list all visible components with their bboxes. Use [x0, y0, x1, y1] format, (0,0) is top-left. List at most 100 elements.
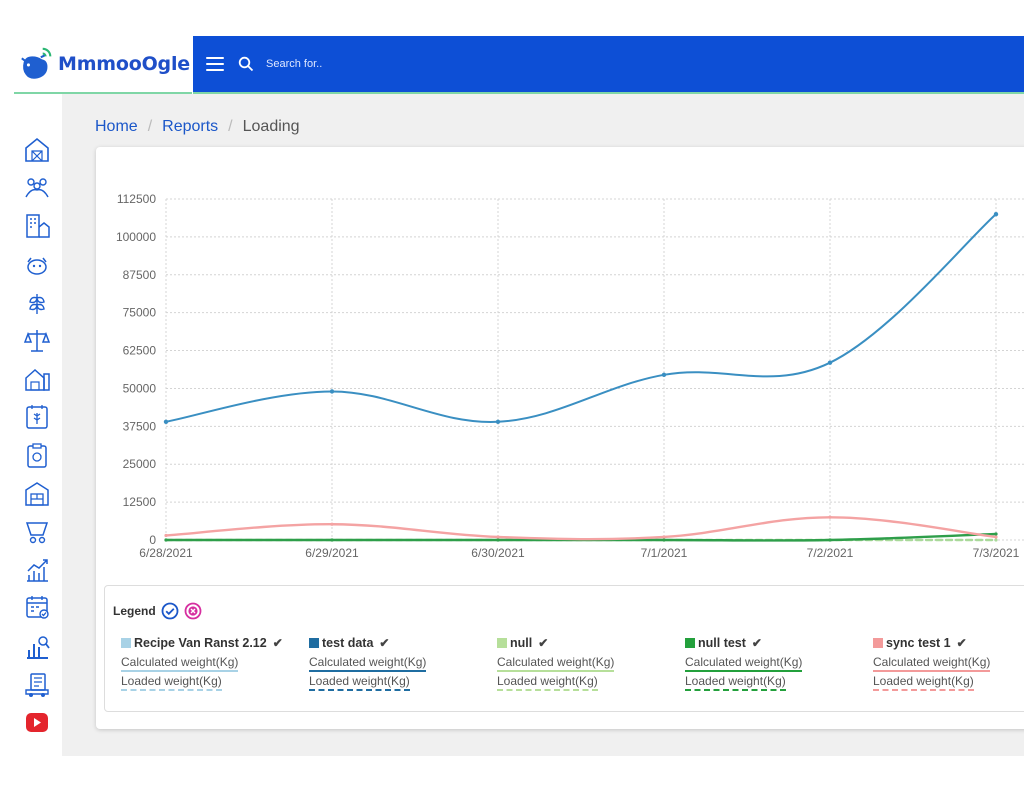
- legend-loaded-weight[interactable]: Loaded weight(Kg): [873, 674, 974, 691]
- legend-loaded-weight[interactable]: Loaded weight(Kg): [497, 674, 598, 691]
- analytics-icon: [27, 635, 50, 659]
- menu-toggle-icon[interactable]: [206, 57, 224, 71]
- sidebar-item-feeder[interactable]: [22, 516, 52, 546]
- y-tick-label: 112500: [117, 192, 156, 206]
- legend-item: sync test 1 ✔ Calculated weight(Kg) Loaded …: [873, 636, 1024, 691]
- sidebar-item-building[interactable]: [22, 210, 52, 240]
- data-point-sync-test-1: [496, 535, 500, 539]
- farm-icon: [25, 369, 50, 391]
- legend-calculated-weight[interactable]: Calculated weight(Kg): [121, 655, 239, 672]
- legend-header: Legend: [113, 602, 202, 620]
- sidebar-item-people[interactable]: [22, 172, 52, 202]
- legend-series-name: null: [510, 636, 533, 650]
- x-tick-label: 7/1/2021: [641, 546, 688, 560]
- y-tick-label: 75000: [123, 306, 157, 320]
- data-point-null: [994, 538, 998, 542]
- legend-series-name: Recipe Van Ranst 2.12: [134, 636, 267, 650]
- sidebar-item-clipboard[interactable]: [22, 440, 52, 470]
- sidebar-item-farm[interactable]: [22, 363, 52, 393]
- sidebar-item-calendar-grain[interactable]: [22, 401, 52, 431]
- legend-series-toggle[interactable]: sync test 1 ✔: [873, 636, 1024, 650]
- sidebar-item-warehouse[interactable]: [22, 478, 52, 508]
- cows-icon: [27, 257, 47, 275]
- legend-series-toggle[interactable]: test data ✔: [309, 636, 489, 650]
- y-tick-label: 0: [149, 533, 156, 547]
- grain-icon: [29, 293, 45, 314]
- clipboard-icon: [27, 442, 47, 468]
- y-tick-label: 50000: [123, 381, 157, 395]
- sidebar-item-grain[interactable]: [22, 287, 52, 317]
- warehouse-icon: [25, 481, 49, 506]
- legend-series-name: null test: [698, 636, 746, 650]
- sidebar-item-barn[interactable]: [22, 134, 52, 164]
- feeder-icon: [25, 522, 49, 544]
- data-point-sync-test-1: [662, 535, 666, 539]
- legend-item: Recipe Van Ranst 2.12 ✔ Calculated weight(…: [121, 636, 301, 691]
- x-tick-label: 6/28/2021: [139, 546, 193, 560]
- legend-series-name: sync test 1: [886, 636, 951, 650]
- app-name: MmmooOgle: [58, 53, 190, 75]
- legend-calculated-weight[interactable]: Calculated weight(Kg): [873, 655, 991, 672]
- legend-calculated-weight[interactable]: Calculated weight(Kg): [497, 655, 615, 672]
- chart-card: 0 12500 25000 37500 50000 62500 75000 87500 1000…: [96, 147, 1024, 729]
- sidebar-item-analytics[interactable]: [22, 631, 52, 661]
- breadcrumb-separator: /: [228, 118, 233, 135]
- data-point-null-test: [164, 538, 168, 542]
- check-icon: ✔: [956, 636, 967, 650]
- breadcrumb-separator: /: [147, 118, 153, 135]
- series-line-sync-test-1: [164, 516, 998, 541]
- legend-item: null ✔ Calculated weight(Kg) Loaded weight(…: [497, 636, 677, 691]
- x-tick-label: 7/2/2021: [807, 546, 854, 560]
- legend-calculated-weight[interactable]: Calculated weight(Kg): [309, 655, 427, 672]
- youtube-icon: [26, 713, 48, 732]
- y-tick-label: 87500: [123, 268, 157, 282]
- legend-calculated-weight[interactable]: Calculated weight(Kg): [685, 655, 803, 672]
- sidebar-item-truck[interactable]: [22, 669, 52, 699]
- truck-icon: [25, 673, 49, 697]
- growth-chart-icon: [27, 559, 48, 582]
- legend-swatch: [121, 638, 131, 648]
- y-tick-label: 25000: [123, 457, 157, 471]
- data-point-sync-test-1: [330, 522, 334, 526]
- app-logo[interactable]: MmmooOgle: [14, 36, 192, 94]
- sidebar-item-youtube[interactable]: [22, 707, 52, 737]
- breadcrumb-current: Loading: [242, 118, 300, 135]
- check-icon: ✔: [272, 636, 283, 650]
- legend-swatch: [309, 638, 319, 648]
- sidebar-item-scale[interactable]: [22, 325, 52, 355]
- check-icon: ✔: [751, 636, 762, 650]
- y-tick-label: 62500: [123, 344, 157, 358]
- sidebar-item-schedule[interactable]: [22, 592, 52, 622]
- legend-loaded-weight[interactable]: Loaded weight(Kg): [309, 674, 410, 691]
- data-point-test-data: [993, 211, 999, 217]
- check-icon: ✔: [538, 636, 549, 650]
- building-icon: [26, 214, 50, 239]
- legend-loaded-weight[interactable]: Loaded weight(Kg): [121, 674, 222, 691]
- sidebar-item-cows[interactable]: [22, 249, 52, 279]
- legend-series-toggle[interactable]: null ✔: [497, 636, 677, 650]
- search-input[interactable]: [264, 57, 568, 71]
- data-point-null-test: [330, 538, 334, 542]
- line-chart[interactable]: 0 12500 25000 37500 50000 62500 75000 87500 1000…: [96, 147, 1024, 587]
- deselect-all-icon[interactable]: [184, 602, 202, 620]
- data-point-test-data: [163, 419, 169, 424]
- legend-loaded-weight[interactable]: Loaded weight(Kg): [685, 674, 786, 691]
- breadcrumb-reports[interactable]: Reports: [162, 118, 219, 135]
- search-icon[interactable]: [238, 56, 254, 72]
- legend-series-toggle[interactable]: null test ✔: [685, 636, 865, 650]
- legend-item: null test ✔ Calculated weight(Kg) Loaded we…: [685, 636, 865, 691]
- main-content: Home / Reports / Loading 0 12500 25000 3750…: [62, 94, 1024, 756]
- schedule-icon: [26, 596, 49, 620]
- barn-icon: [25, 137, 49, 162]
- data-point-sync-test-1: [828, 515, 832, 519]
- sidebar-item-growth-chart[interactable]: [22, 554, 52, 584]
- data-point-sync-test-1: [164, 533, 168, 538]
- legend-title: Legend: [113, 604, 156, 618]
- legend-item: test data ✔ Calculated weight(Kg) Loaded we…: [309, 636, 489, 691]
- legend-series-toggle[interactable]: Recipe Van Ranst 2.12 ✔: [121, 636, 301, 650]
- breadcrumb-home[interactable]: Home: [95, 118, 138, 135]
- select-all-icon[interactable]: [161, 602, 179, 620]
- data-point-test-data: [329, 389, 335, 394]
- legend-swatch: [873, 638, 883, 648]
- legend-swatch: [685, 638, 695, 648]
